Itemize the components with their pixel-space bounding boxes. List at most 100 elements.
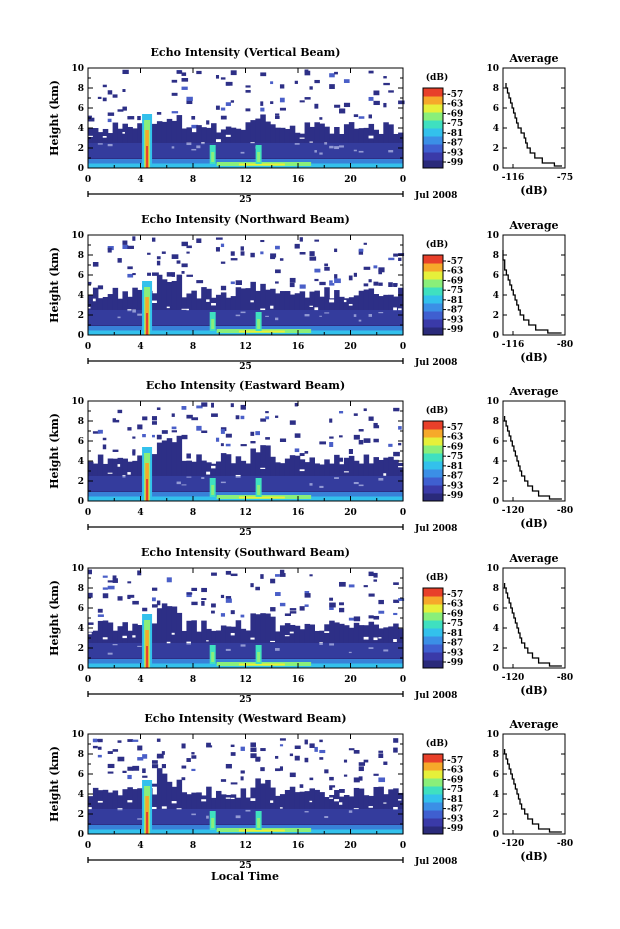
echo-speckle: [398, 100, 405, 105]
echo-speckle: [393, 451, 400, 457]
echo-cell: [171, 442, 178, 501]
echo-speckle: [275, 281, 279, 284]
colorbar-unit: (dB): [426, 405, 448, 416]
y-tick-label: 10: [71, 397, 84, 407]
echo-speckle: [304, 739, 308, 745]
x-tick-label: 8: [190, 342, 196, 352]
echo-speckle: [299, 284, 306, 289]
echo-speckle: [186, 453, 191, 459]
x-tick-label: 4: [137, 175, 143, 185]
echo-cell: [166, 281, 173, 335]
colorbar-tick-label: -69: [447, 775, 463, 785]
echo-speckle: [294, 745, 301, 749]
echo-speckle: [196, 405, 203, 409]
echo-gap: [363, 636, 369, 640]
echo-speckle: [127, 581, 132, 584]
profile-title: Average: [508, 385, 558, 398]
echo-speckle: [186, 96, 193, 101]
echo-speckle: [142, 434, 146, 438]
colorbar-tick-label: -57: [447, 90, 463, 100]
echo-speckle: [260, 748, 266, 752]
echo-speckle: [383, 102, 387, 108]
echo-speckle: [92, 262, 99, 267]
echo-speckle: [245, 108, 251, 112]
profile-y-tick-label: 6: [493, 437, 499, 447]
echo-cell: [156, 442, 163, 501]
echo-speckle: [270, 578, 276, 584]
echo-gap: [289, 631, 294, 634]
echo-speckle: [142, 768, 146, 774]
echo-speckle: [220, 613, 226, 617]
echo-speckle: [176, 70, 183, 74]
echo-gap: [324, 631, 330, 633]
echo-speckle: [294, 402, 298, 407]
profile-line: [505, 83, 562, 167]
x-tick-label: 4: [137, 841, 143, 851]
echo-speckle: [107, 763, 115, 769]
echo-speckle: [117, 740, 122, 743]
y-tick-label: 8: [78, 417, 84, 427]
echo-speckle: [363, 242, 367, 245]
echo-speckle: [88, 592, 93, 598]
echo-speckle: [368, 416, 374, 421]
echo-speckle: [220, 115, 227, 120]
echo-speckle: [171, 413, 175, 417]
profile-y-tick-label: 0: [493, 331, 499, 341]
echo-speckle: [245, 90, 251, 93]
echo-gap: [230, 632, 235, 636]
echo-speckle: [378, 750, 384, 753]
echo-speckle: [206, 742, 211, 747]
echo-speckle: [181, 743, 186, 749]
echo-speckle: [255, 756, 261, 761]
echo-speckle: [117, 258, 122, 263]
profile-x-tick-label: -80: [557, 340, 573, 350]
profile-y-tick-label: 2: [493, 311, 499, 321]
echo-cell: [156, 768, 163, 834]
echo-cell: [260, 114, 266, 168]
echo-speckle: [122, 244, 129, 249]
y-tick-label: 10: [71, 730, 84, 740]
colorbar-segment: [423, 453, 443, 462]
x-tick-label: 4: [137, 508, 143, 518]
echo-gap: [270, 305, 274, 309]
echo-speckle: [97, 754, 102, 758]
colorbar-segment: [423, 421, 443, 430]
echo-gap: [122, 635, 127, 639]
echo-speckle: [196, 425, 202, 431]
profile-x-label: (dB): [520, 517, 547, 530]
echo-speckle: [181, 72, 187, 76]
echo-speckle: [122, 770, 127, 773]
x-tick-label: 8: [190, 508, 196, 518]
echo-speckle: [117, 596, 123, 601]
colorbar-tick-label: -93: [447, 481, 463, 491]
profile-y-tick-label: 4: [493, 790, 499, 800]
echo-speckle: [220, 594, 225, 599]
echo-speckle: [220, 77, 226, 80]
echo-speckle: [279, 107, 286, 111]
colorbar-segment: [423, 770, 443, 779]
colorbar-unit: (dB): [426, 239, 448, 250]
echo-speckle: [186, 99, 193, 105]
echo-speckle: [319, 749, 326, 754]
echo-speckle: [324, 769, 329, 774]
echo-speckle: [102, 575, 108, 578]
echo-speckle: [250, 747, 257, 752]
secondary-event-core: [211, 152, 215, 162]
colorbar-segment: [423, 128, 443, 137]
echo-speckle: [279, 738, 286, 741]
echo-gap: [250, 142, 255, 144]
echo-gap: [117, 464, 121, 467]
colorbar-tick-label: -75: [447, 452, 463, 462]
echo-speckle: [240, 415, 245, 420]
colorbar-tick-label: -57: [447, 257, 463, 267]
echo-gap: [348, 303, 353, 306]
profile-y-tick-label: 0: [493, 164, 499, 174]
echo-speckle: [220, 107, 226, 111]
x-tick-label: 20: [344, 508, 357, 518]
echo-speckle: [151, 597, 156, 602]
echo-speckle: [368, 70, 374, 74]
echo-speckle: [368, 114, 372, 119]
echo-speckle: [215, 105, 220, 110]
echo-speckle: [102, 587, 108, 590]
echo-speckle: [339, 457, 343, 462]
